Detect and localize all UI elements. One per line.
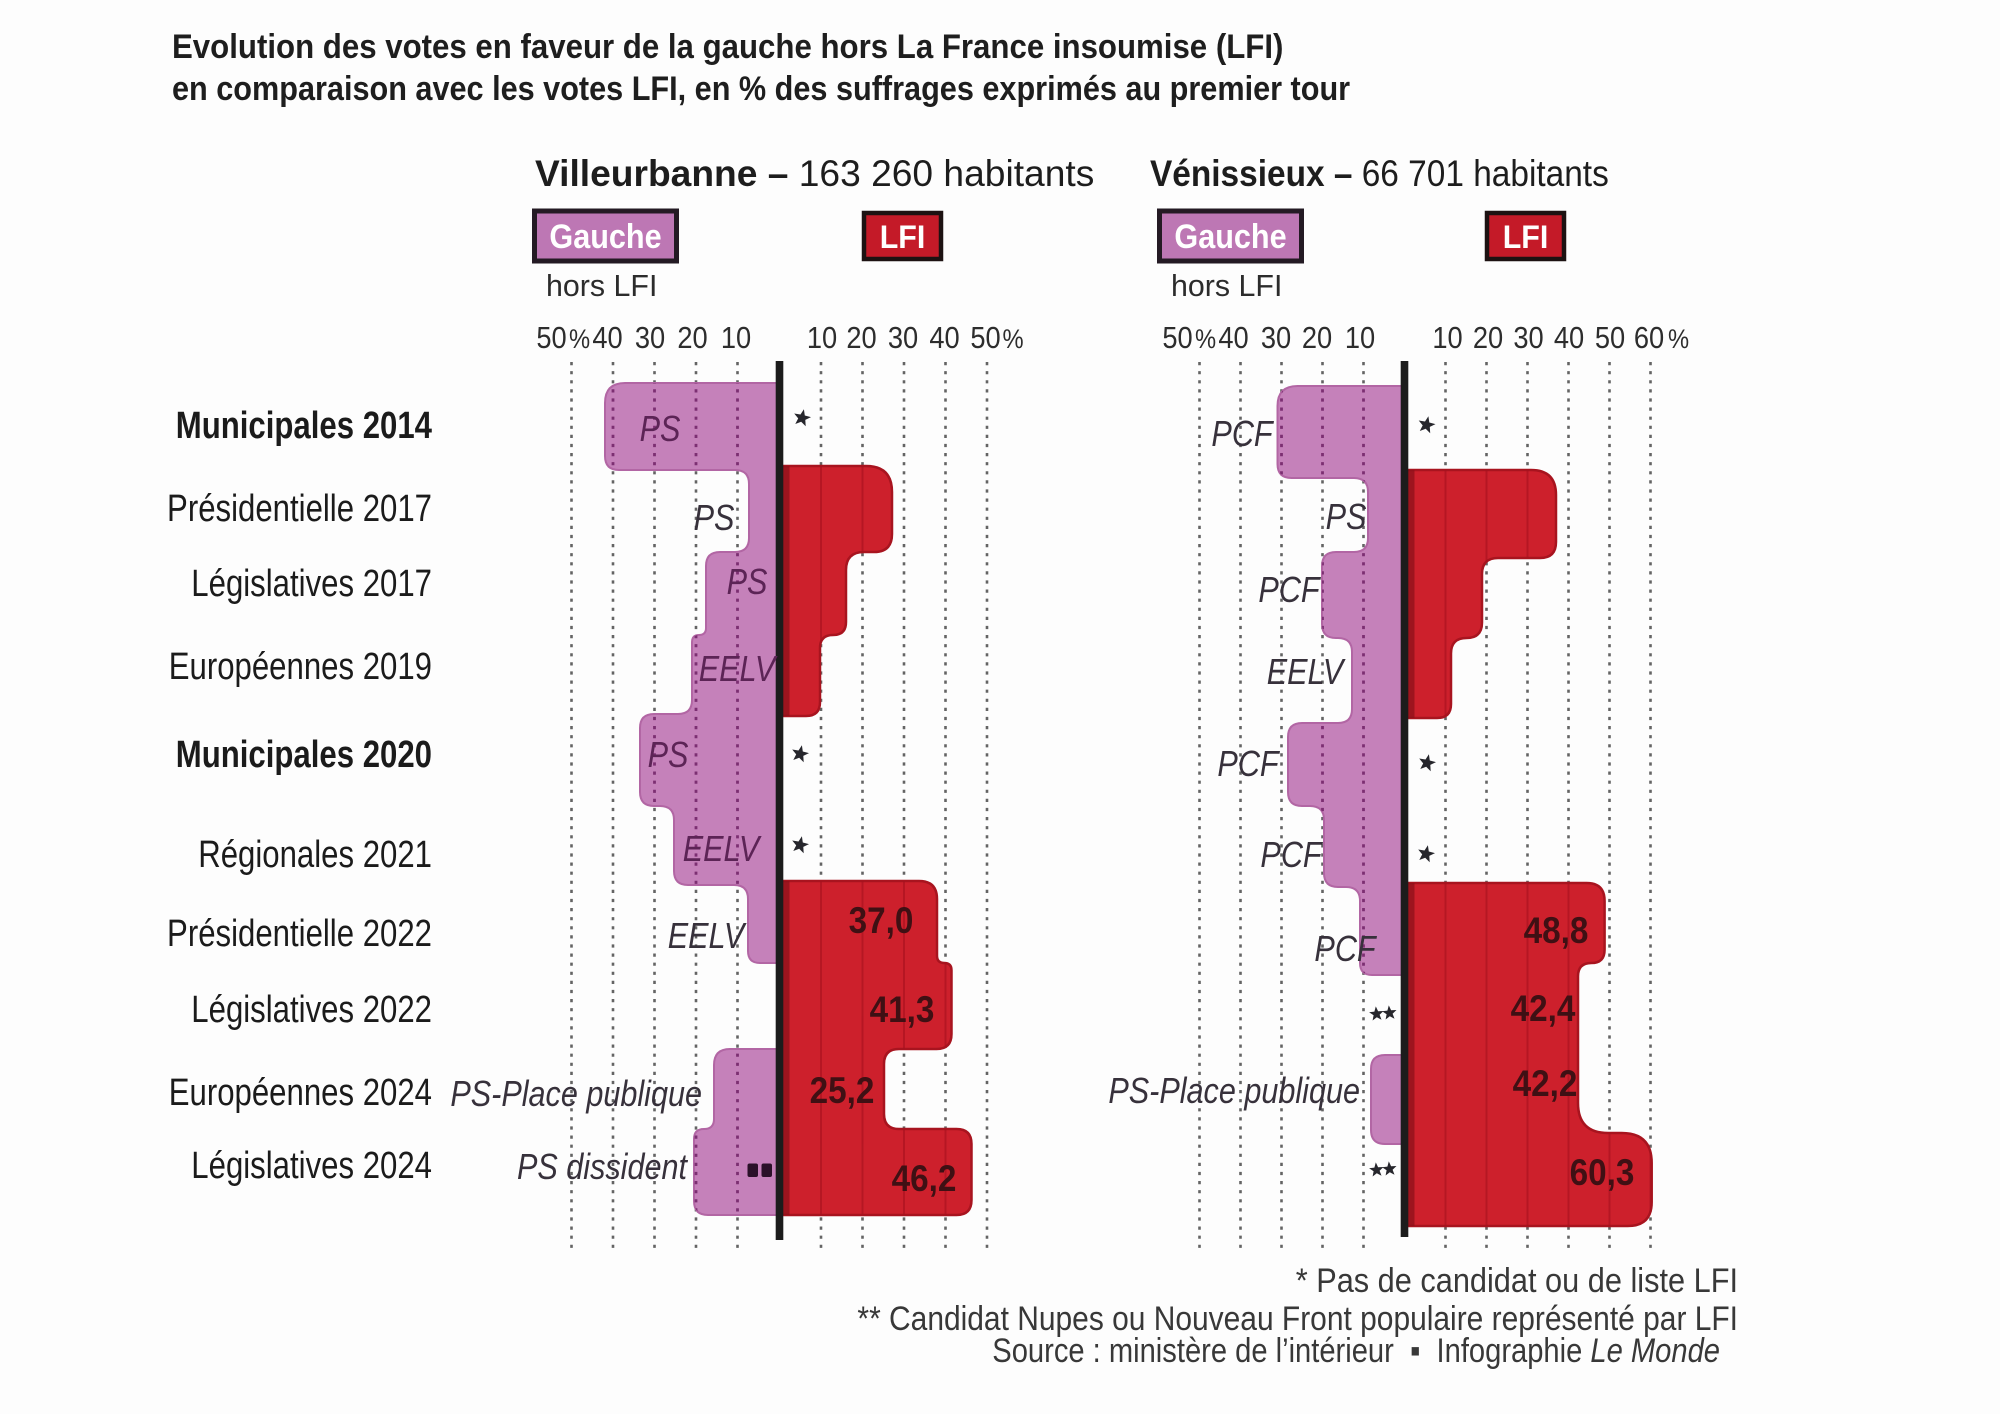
svg-text:37,0: 37,0 — [849, 900, 914, 941]
svg-text:PS-Place publique: PS-Place publique — [1108, 1072, 1360, 1112]
svg-text:10: 10 — [1345, 321, 1375, 355]
svg-text:Vénissieux – 66 701 habitants: Vénissieux – 66 701 habitants — [1150, 153, 1609, 194]
svg-text:Présidentielle 2017: Présidentielle 2017 — [167, 488, 432, 530]
svg-text:PS: PS — [648, 736, 689, 776]
svg-text:Législatives 2022: Législatives 2022 — [191, 989, 432, 1031]
svg-text:42,2: 42,2 — [1513, 1063, 1578, 1104]
svg-text:30: 30 — [1261, 321, 1291, 355]
svg-text:30: 30 — [888, 321, 918, 355]
svg-text:Législatives 2024: Législatives 2024 — [191, 1145, 432, 1187]
svg-text:Européennes 2019: Européennes 2019 — [169, 646, 432, 688]
svg-text:50: 50 — [1162, 321, 1192, 355]
svg-text:PS-Place publique: PS-Place publique — [450, 1075, 702, 1115]
svg-text:PS dissident: PS dissident — [517, 1148, 689, 1188]
svg-text:40: 40 — [1554, 321, 1584, 355]
svg-text:60,3: 60,3 — [1570, 1152, 1635, 1193]
svg-text:40: 40 — [1218, 321, 1248, 355]
svg-text:Municipales 2020: Municipales 2020 — [176, 734, 432, 776]
svg-text:30: 30 — [635, 321, 665, 355]
svg-text:20: 20 — [1302, 321, 1332, 355]
svg-text:%: % — [1002, 325, 1023, 355]
svg-text:50: 50 — [536, 321, 566, 355]
svg-text:LFI: LFI — [880, 219, 926, 255]
svg-text:10: 10 — [721, 321, 751, 355]
svg-text:EELV: EELV — [1267, 653, 1346, 693]
svg-text:50: 50 — [970, 321, 1000, 355]
svg-text:hors LFI: hors LFI — [1171, 268, 1282, 303]
svg-text:Source : ministère de l’intéri: Source : ministère de l’intérieur ▪ Info… — [992, 1331, 1720, 1370]
svg-text:%: % — [1668, 325, 1689, 355]
svg-text:* Pas de candidat ou de liste: * Pas de candidat ou de liste LFI — [1296, 1262, 1738, 1300]
svg-text:60: 60 — [1634, 321, 1664, 355]
svg-text:20: 20 — [677, 321, 707, 355]
svg-text:25,2: 25,2 — [810, 1070, 875, 1111]
svg-text:42,4: 42,4 — [1511, 988, 1576, 1029]
svg-text:Européennes 2024: Européennes 2024 — [169, 1072, 432, 1114]
svg-text:PCF: PCF — [1258, 571, 1321, 611]
svg-text:PCF: PCF — [1260, 836, 1323, 876]
svg-text:LFI: LFI — [1503, 219, 1549, 255]
svg-text:EELV: EELV — [668, 917, 747, 957]
svg-text:Présidentielle 2022: Présidentielle 2022 — [167, 913, 432, 955]
svg-text:20: 20 — [846, 321, 876, 355]
svg-text:10: 10 — [1432, 321, 1462, 355]
svg-text:PCF: PCF — [1217, 745, 1280, 785]
svg-text:en comparaison avec les votes: en comparaison avec les votes LFI, en % … — [172, 70, 1350, 108]
svg-text:PCF: PCF — [1314, 930, 1377, 970]
svg-text:Gauche: Gauche — [549, 218, 661, 256]
svg-text:EELV: EELV — [699, 650, 778, 690]
svg-text:40: 40 — [592, 321, 622, 355]
svg-text:20: 20 — [1473, 321, 1503, 355]
svg-text:48,8: 48,8 — [1524, 910, 1589, 951]
svg-text:Villeurbanne – 163 260 habitan: Villeurbanne – 163 260 habitants — [535, 152, 1094, 194]
svg-text:PS: PS — [727, 563, 768, 603]
svg-text:41,3: 41,3 — [870, 989, 935, 1030]
svg-text:PCF: PCF — [1211, 415, 1274, 455]
svg-text:EELV: EELV — [683, 830, 762, 870]
svg-text:PS: PS — [694, 499, 735, 539]
svg-text:hors LFI: hors LFI — [546, 268, 657, 303]
svg-text:Législatives 2017: Législatives 2017 — [191, 563, 432, 605]
svg-text:%: % — [569, 325, 590, 355]
svg-text:Régionales 2021: Régionales 2021 — [198, 834, 432, 876]
svg-text:50: 50 — [1595, 321, 1625, 355]
svg-text:PS: PS — [1326, 498, 1367, 538]
svg-text:** Candidat Nupes ou Nouveau F: ** Candidat Nupes ou Nouveau Front popul… — [857, 1299, 1738, 1337]
svg-text:10: 10 — [807, 321, 837, 355]
svg-text:Municipales 2014: Municipales 2014 — [176, 405, 433, 447]
svg-text:Evolution des votes en faveur: Evolution des votes en faveur de la gauc… — [172, 27, 1283, 66]
svg-text:30: 30 — [1513, 321, 1543, 355]
svg-text:Gauche: Gauche — [1174, 218, 1286, 256]
svg-text:46,2: 46,2 — [892, 1158, 957, 1199]
svg-text:PS: PS — [640, 410, 681, 450]
svg-text:%: % — [1195, 325, 1216, 355]
svg-text:40: 40 — [929, 321, 959, 355]
